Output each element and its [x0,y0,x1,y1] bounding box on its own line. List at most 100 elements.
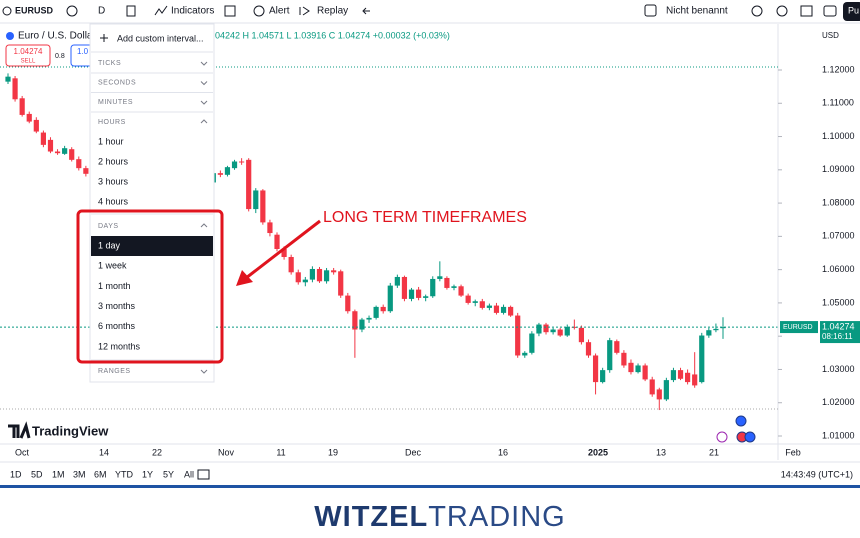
replay-icon[interactable] [299,6,310,16]
quick-search[interactable] [751,5,763,17]
chevron[interactable] [200,81,208,86]
candle-body [621,352,627,366]
candle-body [415,289,422,298]
add-custom-interval[interactable]: Add custom interval... [117,33,204,43]
menu-item[interactable]: 1 week [98,261,127,271]
range-button[interactable]: 5D [31,469,43,479]
menu-item[interactable]: 4 hours [98,196,129,206]
currency[interactable]: USD [822,31,839,40]
snapshot[interactable] [823,5,837,17]
candle-body [281,249,287,257]
time-label: Dec [405,447,422,457]
chevron[interactable] [200,223,208,228]
candle-body [508,306,514,316]
templates[interactable] [224,5,236,17]
menu-item[interactable]: 1 hour [98,136,124,146]
undo[interactable] [362,7,370,15]
chevron[interactable] [200,100,208,105]
candle-body [529,333,535,353]
candle-body [564,326,570,336]
menu-item[interactable]: 1 day [98,240,121,250]
range-button[interactable]: 1D [10,469,22,479]
watermark: TradingView [32,423,109,438]
alert-icon[interactable] [253,5,265,17]
candle-body [663,380,669,400]
footer-rule [0,485,860,488]
menu-item-selected[interactable] [91,236,213,256]
event-icon[interactable] [716,431,728,443]
candle-body [465,295,471,303]
candle-body [571,326,577,328]
chevron[interactable] [200,61,208,66]
event-icon[interactable] [735,415,747,427]
candle-body [692,374,698,386]
indicators[interactable]: Indicators [171,6,214,17]
candle-body [40,132,46,145]
symbol[interactable]: EURUSD [15,5,54,15]
axis: 1.12000 1.11000 1.10000 1.09000 1.08000 1.070… [15,64,860,457]
range-button[interactable]: 5Y [163,469,174,479]
search-icon[interactable] [2,6,12,16]
candle-body [557,329,563,336]
buy-price[interactable]: 1.0 [77,47,89,56]
time-label: 16 [498,447,508,457]
candle-body [69,149,75,160]
layout-icon[interactable] [644,4,657,17]
sell-label[interactable]: SELL [21,59,36,65]
clock: 14:43:49 (UTC+1) [781,469,853,479]
menu-items: TICKS SECONDS MINUTES HOURS 1 hour 2 hours 3 h… [91,51,213,375]
time-label: 22 [152,447,162,457]
candle-body [493,305,500,313]
range-button[interactable]: 3M [73,469,86,479]
menu-item[interactable]: 1 month [98,281,131,291]
time-label: 21 [709,447,719,457]
settings[interactable] [776,5,788,17]
candle-body [720,327,726,329]
publish-button[interactable] [843,2,860,21]
chevron[interactable] [200,119,208,124]
range-button[interactable]: 1M [52,469,65,479]
menu-item[interactable]: 2 hours [98,156,129,166]
candle-body [592,355,599,383]
menu-section[interactable]: DAYS [98,223,119,230]
menu-item[interactable]: 12 months [98,341,141,351]
replay[interactable]: Replay [317,6,348,17]
candle-body [486,305,492,308]
add-symbol[interactable] [66,5,78,17]
menu-section[interactable]: RANGES [98,368,131,375]
alert[interactable]: Alert [269,6,290,17]
range-button[interactable]: 6M [94,469,107,479]
candle-body [231,161,238,169]
fullscreen[interactable] [800,5,813,17]
sell-button[interactable] [5,44,51,67]
menu-item[interactable]: 3 months [98,301,136,311]
interval-button[interactable]: D [98,6,105,17]
price-tick-label: 1.02000 [822,397,855,407]
menu-section[interactable]: SECONDS [98,79,136,86]
candle-body [685,372,691,383]
candle-body [373,306,379,318]
plus-icon[interactable] [100,34,108,42]
layout-name[interactable]: Nicht benannt [666,6,728,17]
goto-date[interactable] [197,469,210,480]
menu-item[interactable]: 6 months [98,321,136,331]
range-button[interactable]: 1Y [142,469,153,479]
publish[interactable]: Pu [848,5,859,15]
event-icon[interactable] [744,431,756,443]
chart-type[interactable] [126,5,136,17]
chevron[interactable] [200,369,208,374]
menu-section[interactable]: MINUTES [98,99,133,106]
price-tag [820,321,860,344]
menu-item[interactable]: 3 hours [98,176,129,186]
menu-section[interactable]: HOURS [98,119,126,126]
menu-section[interactable]: TICKS [98,60,121,67]
range-button[interactable]: All [184,469,194,479]
sell-price[interactable]: 1.04274 [14,47,43,56]
candle-body [380,306,386,312]
indicators-icon[interactable] [154,5,168,16]
candle-body [515,315,521,356]
time-label: 2025 [588,447,608,457]
range-button[interactable]: YTD [115,469,134,479]
